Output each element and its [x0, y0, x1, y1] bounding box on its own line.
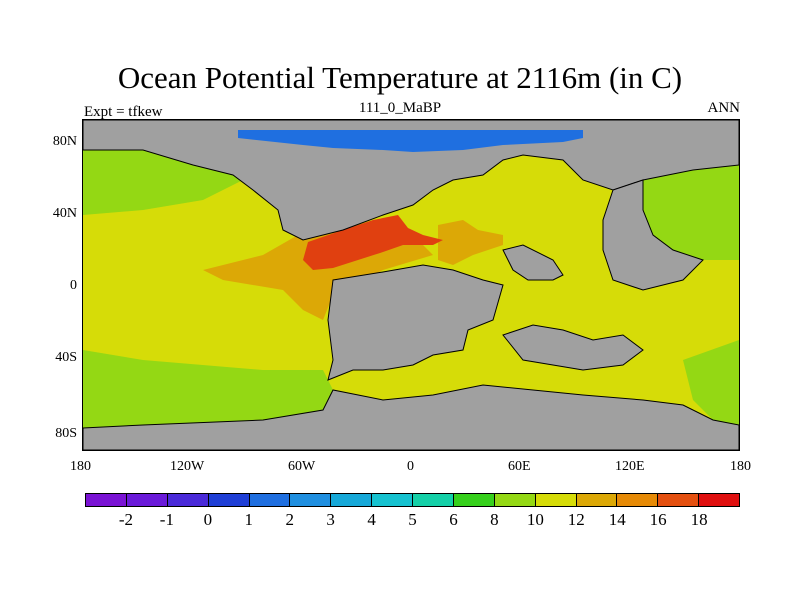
colorbar-swatch	[167, 494, 209, 506]
ocean-region-t14-east	[438, 220, 503, 265]
y-tick-label: 0	[70, 278, 77, 293]
colorbar-swatch	[372, 494, 413, 506]
colorbar-label: 5	[408, 510, 417, 529]
colorbar-label: 4	[367, 510, 376, 529]
colorbar-swatch	[699, 494, 739, 506]
colorbar-label: 3	[326, 510, 335, 529]
map-svg	[83, 120, 739, 450]
ocean-region-t10-southeast	[683, 340, 739, 425]
colorbar-swatch	[413, 494, 454, 506]
landmass-india	[502, 244, 564, 281]
colorbar-label: 8	[490, 510, 499, 529]
experiment-label: Expt = tfkew	[84, 104, 163, 120]
x-tick-label: 120E	[615, 459, 645, 474]
colorbar-label: 2	[285, 510, 294, 529]
ocean-region-t10-northeast	[643, 165, 739, 260]
colorbar-label: 10	[526, 510, 544, 529]
colorbar-swatch	[249, 494, 291, 506]
colorbar-swatch	[453, 494, 495, 506]
colorbar-label: 12	[567, 510, 585, 529]
ocean-region-t10-southwest	[83, 350, 333, 428]
landmass-antarctica	[83, 384, 739, 450]
colorbar-swatch	[290, 494, 332, 506]
season-label: ANN	[707, 100, 741, 116]
colorbar-swatch	[535, 494, 577, 506]
x-tick-label: 120W	[170, 459, 205, 474]
colorbar-swatch	[494, 494, 536, 506]
ocean-region-t10-northwest	[83, 150, 243, 215]
x-tick-label: 0	[407, 459, 414, 474]
colorbar-swatch	[658, 494, 700, 506]
map-panel	[82, 119, 740, 451]
landmass-south-america-africa	[327, 264, 504, 381]
x-tick-label: 60E	[508, 459, 531, 474]
x-tick-label: 180	[70, 459, 91, 474]
colorbar-swatch	[126, 494, 168, 506]
y-tick-label: 40N	[52, 206, 77, 221]
colorbar-swatch	[617, 494, 659, 506]
colorbar-label: 6	[449, 510, 458, 529]
y-tick-label: 40S	[55, 350, 77, 365]
x-tick-label: 180	[730, 459, 751, 474]
landmass-north-cutout-arctic	[238, 130, 583, 152]
x-tick-label: 60W	[288, 459, 316, 474]
colorbar-label: 0	[203, 510, 213, 529]
ocean-region-t18-tethys	[303, 215, 443, 270]
landmass-east-asia	[602, 179, 704, 291]
colorbar-label: -2	[118, 510, 134, 529]
y-tick-label: 80S	[55, 426, 77, 441]
colorbar-label: 1	[244, 510, 254, 529]
colorbar-swatch	[208, 494, 250, 506]
landmass-australia-antarctica	[502, 324, 644, 371]
colorbar-label: 18	[690, 510, 708, 529]
chart-title: Ocean Potential Temperature at 2116m (in…	[117, 60, 683, 95]
colorbar-swatch	[331, 494, 373, 506]
colorbar	[85, 493, 740, 507]
colorbar-label: 14	[608, 510, 626, 529]
chart-subtitle: 111_0_MaBP	[358, 100, 442, 116]
y-tick-label: 80N	[52, 134, 77, 149]
colorbar-swatch	[86, 494, 127, 506]
colorbar-label: 16	[649, 510, 667, 529]
colorbar-label: -1	[159, 510, 174, 529]
colorbar-swatch	[576, 494, 618, 506]
